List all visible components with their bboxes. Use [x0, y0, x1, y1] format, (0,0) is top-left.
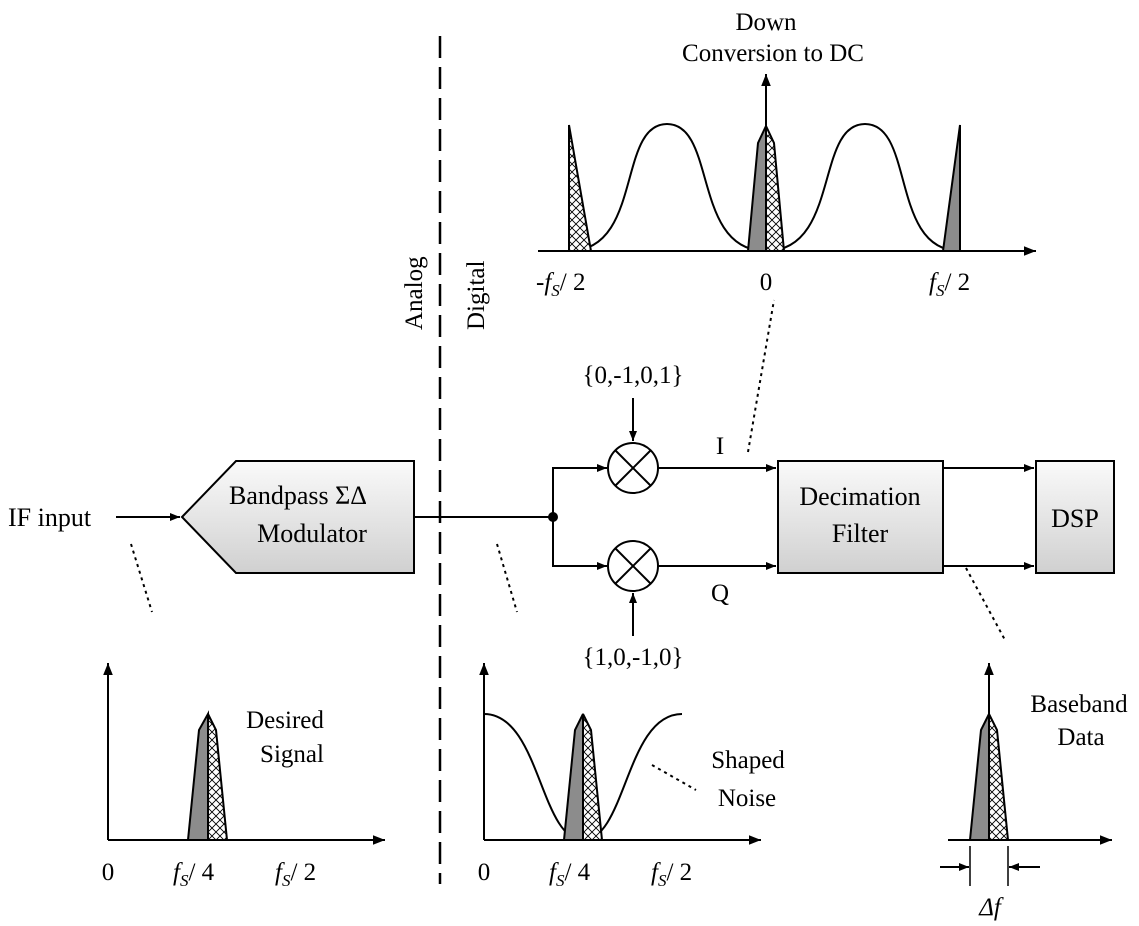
callout-downconversion-spectrum — [747, 299, 775, 453]
q-branch-wire — [552, 517, 607, 570]
i-mixer — [607, 442, 659, 494]
mod-signal-gray — [562, 713, 584, 841]
if-signal-hatch — [207, 713, 229, 841]
baseband-spectrum: Baseband Data Δf — [940, 663, 1128, 921]
q-mixer — [607, 540, 659, 592]
if-signal-gray — [186, 710, 209, 841]
shaped-noise-label-line2: Noise — [718, 785, 776, 812]
shaped-noise-label-line1: Shaped — [711, 747, 785, 774]
baseband-signal-gray — [968, 713, 990, 841]
if-input-label: IF input — [8, 503, 92, 532]
mod-signal-hatch — [582, 713, 604, 841]
seq-top-label: {0,-1,0,1} — [582, 362, 683, 389]
baseband-label-line1: Baseband — [1030, 691, 1128, 718]
if-tick-zero: 0 — [102, 859, 115, 886]
shaped-noise-callout — [651, 764, 697, 791]
callout-modulator-spectrum — [496, 543, 518, 613]
callout-baseband-spectrum — [965, 567, 1006, 641]
i-channel-label: I — [716, 433, 724, 460]
digital-label: Digital — [463, 261, 490, 330]
downconversion-center-gray — [746, 125, 767, 252]
downconversion-center-hatch — [765, 125, 786, 252]
if-tick-half: fS/ 2 — [275, 859, 316, 890]
decimation-label-line1: Decimation — [799, 482, 920, 511]
q-channel-label: Q — [711, 580, 729, 607]
downconversion-title-line2: Conversion to DC — [682, 40, 864, 67]
seq-bottom-label: {1,0,-1,0} — [582, 644, 683, 671]
bandpass-modulator-block: Bandpass ΣΔ Modulator — [180, 460, 415, 574]
dsp-block: DSP — [1035, 460, 1115, 574]
downconversion-tick-zero: 0 — [760, 269, 773, 296]
callout-if-spectrum — [130, 543, 153, 613]
dsp-label: DSP — [1051, 504, 1099, 533]
downconversion-title-line1: Down — [735, 9, 797, 36]
analog-label: Analog — [401, 256, 428, 330]
baseband-label-line2: Data — [1057, 724, 1104, 751]
decimation-filter-block: Decimation Filter — [777, 460, 944, 574]
mod-tick-quarter: fS/ 4 — [549, 859, 591, 890]
desired-signal-label-line1: Desired — [246, 707, 324, 734]
downconversion-tick-half: fS/ 2 — [929, 269, 970, 300]
if-tick-quarter: fS/ 4 — [173, 859, 215, 890]
mod-tick-half: fS/ 2 — [651, 859, 692, 890]
modulator-label-line1: Bandpass ΣΔ — [229, 481, 367, 510]
baseband-signal-hatch — [988, 713, 1010, 841]
downconversion-left-image — [568, 124, 593, 252]
delta-f-label: Δf — [978, 894, 1004, 921]
i-branch-wire — [552, 464, 607, 517]
downconversion-right-image — [941, 124, 961, 252]
mod-tick-zero: 0 — [478, 859, 491, 886]
modulator-output-spectrum: Shaped Noise 0 fS/ 4 fS/ 2 — [478, 663, 785, 890]
if-input-spectrum: Desired Signal 0 fS/ 4 fS/ 2 — [102, 663, 385, 890]
desired-signal-label-line2: Signal — [260, 741, 324, 768]
decimation-label-line2: Filter — [832, 519, 889, 548]
downconversion-spectrum: Down Conversion to DC -fS/ 2 0 fS/ 2 — [536, 9, 1036, 300]
downconversion-tick-neg-half: -fS/ 2 — [536, 269, 585, 300]
modulator-label-line2: Modulator — [257, 519, 367, 548]
